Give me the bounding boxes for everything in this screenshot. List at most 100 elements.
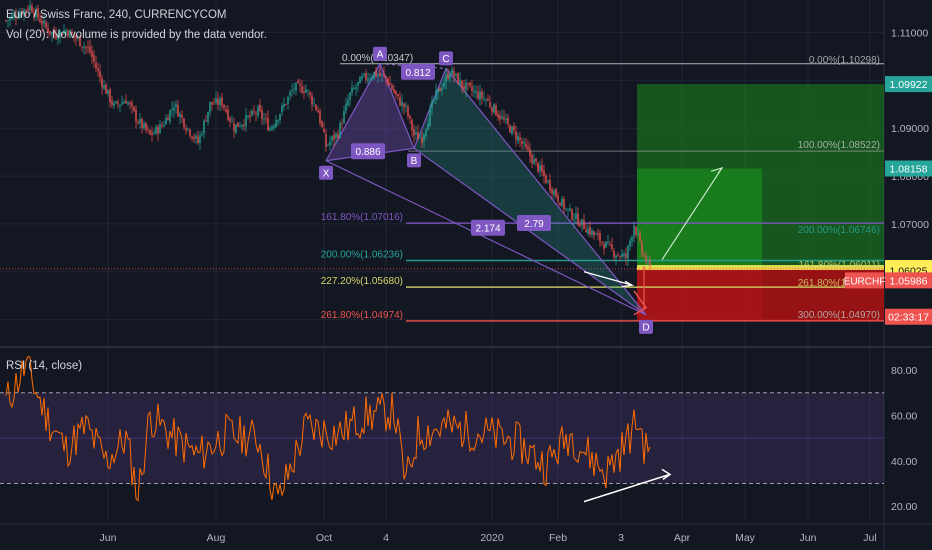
candle-body	[215, 98, 217, 104]
candle-body	[275, 120, 277, 128]
candle-body	[375, 70, 377, 77]
candles-group[interactable]	[5, 0, 651, 270]
candle-body	[355, 87, 357, 89]
candle-body	[153, 132, 155, 134]
candle-body	[649, 260, 651, 266]
harmonic-xab-triangle[interactable]	[326, 63, 414, 161]
candle-body	[271, 126, 273, 130]
reversal-arrow[interactable]	[633, 290, 648, 316]
candle-body	[125, 100, 127, 104]
fib-level-label: 227.20%(1.05680)	[321, 276, 403, 287]
price-badge[interactable]	[885, 308, 932, 325]
candle-body	[529, 149, 531, 157]
candle-body	[333, 134, 335, 140]
rsi-label[interactable]: RSI (14, close)	[6, 360, 83, 372]
candle-body	[641, 241, 643, 254]
harmonic-point-c[interactable]	[439, 51, 453, 66]
candle-body	[441, 88, 443, 91]
candle-body	[347, 100, 349, 105]
price-badge-label: 1.08158	[890, 164, 928, 176]
candle-body	[105, 84, 107, 94]
harmonic-ratio-badge[interactable]	[471, 219, 505, 236]
candle-body	[623, 253, 625, 256]
harmonic-point-x[interactable]	[319, 165, 333, 180]
time-axis-tick-label: 4	[383, 532, 389, 544]
candle-body	[427, 123, 429, 131]
harmonic-ratio-badge[interactable]	[401, 63, 435, 80]
candle-body	[413, 129, 415, 136]
candle-body	[175, 104, 177, 107]
candle-body	[401, 101, 403, 106]
harmonic-point-d[interactable]	[639, 319, 653, 334]
decline-arrow[interactable]	[583, 271, 635, 288]
candle-body	[305, 89, 307, 93]
candle-body	[177, 104, 179, 117]
candle-body	[611, 244, 613, 250]
target-arrow[interactable]	[661, 166, 724, 261]
candle-body	[501, 116, 503, 119]
candle-body	[443, 83, 445, 88]
candle-body	[213, 103, 215, 105]
candle-body	[345, 103, 347, 111]
candle-body	[287, 96, 289, 104]
candle-body	[65, 30, 67, 33]
candle-body	[435, 90, 437, 100]
candle-body	[81, 46, 83, 48]
candle-body	[155, 126, 157, 134]
candle-body	[247, 116, 249, 117]
candle-body	[407, 106, 409, 117]
candle-body	[353, 88, 355, 90]
candle-body	[607, 242, 609, 243]
candle-body	[121, 102, 123, 105]
candle-body	[557, 195, 559, 202]
candle-body	[5, 20, 7, 22]
harmonic-bcd-triangle[interactable]	[414, 68, 646, 315]
candle-body	[179, 113, 181, 118]
candle-body	[273, 125, 275, 128]
inner-target-zone[interactable]	[637, 168, 762, 269]
target-zone[interactable]	[637, 84, 884, 269]
candle-body	[187, 128, 189, 130]
candle-body	[203, 120, 205, 134]
harmonic-point-b[interactable]	[407, 153, 421, 168]
symbol-badge[interactable]	[845, 272, 884, 289]
candle-body	[331, 136, 333, 141]
harmonic-ratio-badge[interactable]	[517, 214, 551, 231]
candle-body	[581, 218, 583, 226]
candle-body	[103, 85, 105, 89]
candle-body	[621, 254, 623, 257]
candle-body	[277, 119, 279, 122]
symbol-title[interactable]: Euro / Swiss Franc, 240, CURRENCYCOM	[6, 9, 227, 21]
candle-body	[245, 114, 247, 127]
candle-body	[281, 105, 283, 113]
candle-body	[205, 120, 207, 122]
price-badge[interactable]	[885, 76, 932, 93]
fib-level-label: 161.80%(1.07016)	[321, 212, 403, 223]
candle-body	[313, 103, 315, 105]
rsi-band[interactable]	[0, 392, 884, 484]
price-badge[interactable]	[885, 160, 932, 177]
candle-body	[551, 188, 553, 194]
rsi-line[interactable]	[5, 356, 651, 502]
candle-body	[53, 30, 55, 36]
harmonic-ratio-badge[interactable]	[351, 143, 385, 160]
candle-body	[477, 91, 479, 99]
candle-body	[533, 159, 535, 165]
candle-body	[547, 180, 549, 182]
candle-body	[537, 162, 539, 172]
rsi-divergence-arrow[interactable]	[583, 468, 672, 503]
price-badge-label: 1.09922	[890, 79, 928, 91]
price-badge[interactable]	[885, 272, 932, 289]
candle-body	[357, 82, 359, 86]
candle-body	[515, 131, 517, 140]
candle-body	[519, 137, 521, 140]
candle-body	[417, 132, 419, 140]
candle-body	[303, 91, 305, 93]
harmonic-point-a[interactable]	[373, 46, 387, 61]
candle-body	[189, 129, 191, 136]
candle-body	[385, 76, 387, 78]
candle-body	[367, 78, 369, 82]
candle-body	[467, 82, 469, 84]
candle-body	[209, 101, 211, 113]
